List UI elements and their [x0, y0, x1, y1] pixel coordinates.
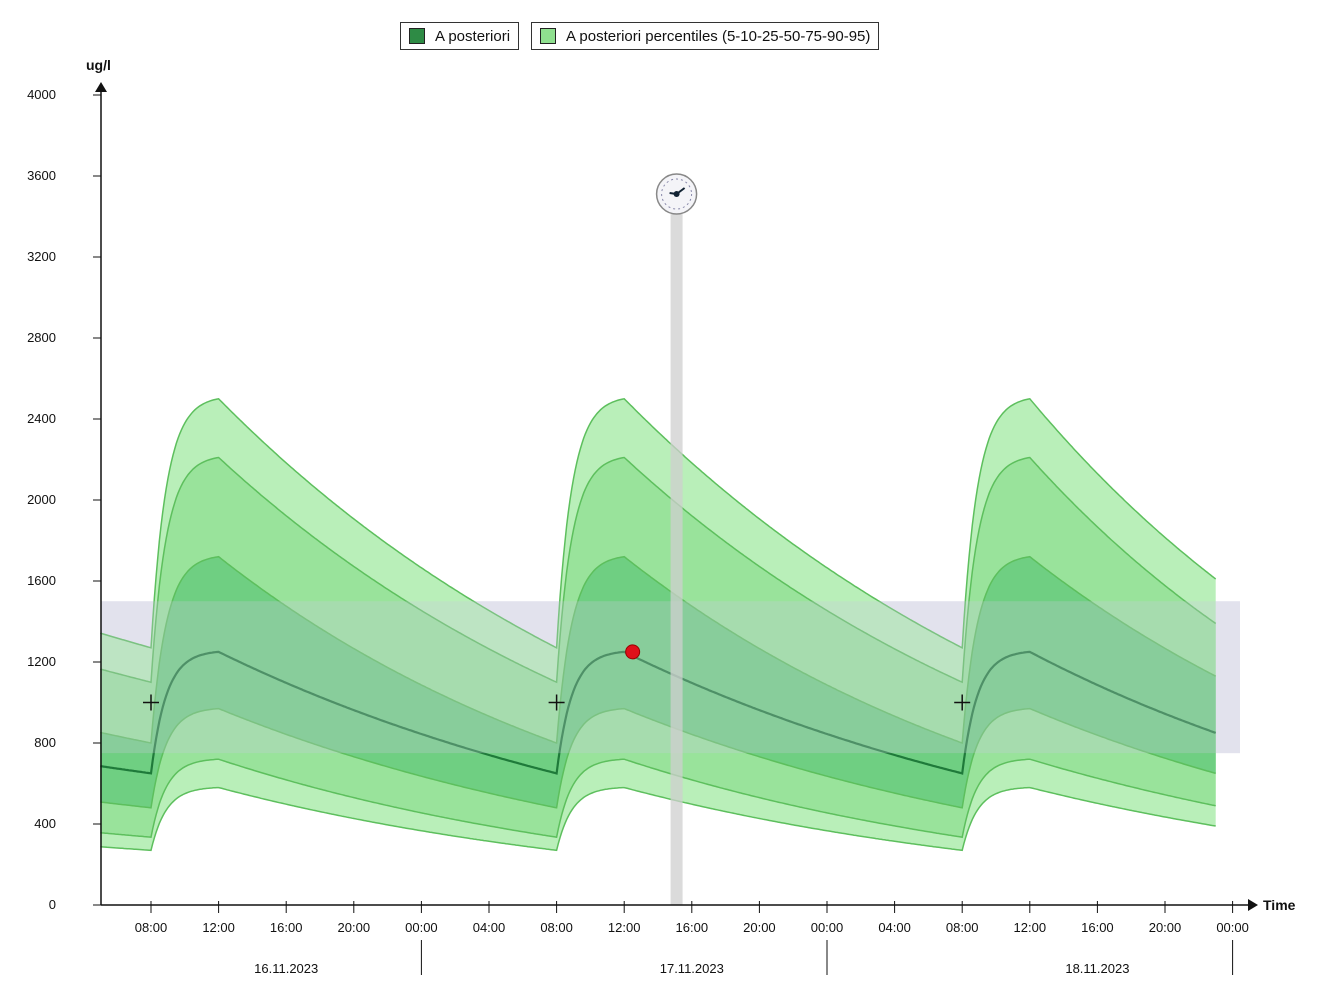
x-axis-label: Time	[1263, 897, 1296, 913]
x-tick-label: 08:00	[135, 920, 168, 935]
percentile-line-p75	[100, 555, 1217, 745]
x-tick-label: 00:00	[405, 920, 438, 935]
y-tick-label: 0	[49, 897, 56, 912]
legend-swatch-light-green	[540, 28, 557, 44]
legend: A posteriori A posteriori percentiles (5…	[400, 22, 880, 50]
legend-item-percentiles[interactable]: A posteriori percentiles (5-10-25-50-75-…	[531, 22, 880, 50]
y-tick-label: 1200	[27, 654, 56, 669]
percentile-line-p95	[100, 397, 1217, 649]
legend-swatch-dark-green	[409, 28, 425, 44]
y-tick-label: 1600	[27, 573, 56, 588]
x-tick-label: 16:00	[676, 920, 709, 935]
x-tick-label: 12:00	[1014, 920, 1047, 935]
x-tick-label: 04:00	[878, 920, 911, 935]
x-axis-arrow	[1248, 899, 1258, 911]
y-tick-label: 3200	[27, 249, 56, 264]
x-tick-label: 08:00	[946, 920, 979, 935]
percentile-line-p25	[100, 707, 1216, 809]
x-tick-label: 12:00	[202, 920, 235, 935]
date-label: 18.11.2023	[1065, 961, 1129, 976]
current-time-bar[interactable]	[670, 210, 683, 905]
x-tick-label: 16:00	[1081, 920, 1114, 935]
x-tick-label: 04:00	[473, 920, 506, 935]
percentile-line-p5	[100, 786, 1216, 852]
y-tick-label: 2800	[27, 330, 56, 345]
date-label: 17.11.2023	[660, 961, 724, 976]
y-axis-arrow	[95, 82, 107, 92]
percentile-line-p90	[100, 456, 1217, 684]
y-tick-label: 4000	[27, 87, 56, 102]
band-25-75	[100, 556, 1216, 808]
x-tick-label: 16:00	[270, 920, 303, 935]
y-tick-label: 3600	[27, 168, 56, 183]
legend-label: A posteriori percentiles (5-10-25-50-75-…	[566, 27, 871, 45]
target-range-overlay	[101, 601, 1240, 754]
median-line	[100, 650, 1217, 775]
x-tick-label: 12:00	[608, 920, 641, 935]
y-tick-label: 800	[34, 735, 56, 750]
y-tick-label: 2000	[27, 492, 56, 507]
x-tick-label: 20:00	[1149, 920, 1182, 935]
measurement-point[interactable]	[625, 644, 641, 660]
legend-item-a-posteriori[interactable]: A posteriori	[400, 22, 520, 50]
x-tick-label: 08:00	[540, 920, 573, 935]
x-tick-label: 00:00	[1216, 920, 1249, 935]
x-tick-label: 20:00	[743, 920, 776, 935]
clock-icon-center	[673, 191, 680, 197]
x-tick-label: 20:00	[338, 920, 371, 935]
y-tick-label: 400	[34, 816, 56, 831]
clock-icon-dial	[661, 178, 693, 210]
legend-label: A posteriori	[435, 27, 511, 45]
x-tick-label: 00:00	[811, 920, 844, 935]
date-label: 16.11.2023	[254, 961, 318, 976]
y-axis-label: ug/l	[86, 57, 111, 73]
y-tick-label: 2400	[27, 411, 56, 426]
percentile-line-p10	[100, 758, 1216, 839]
